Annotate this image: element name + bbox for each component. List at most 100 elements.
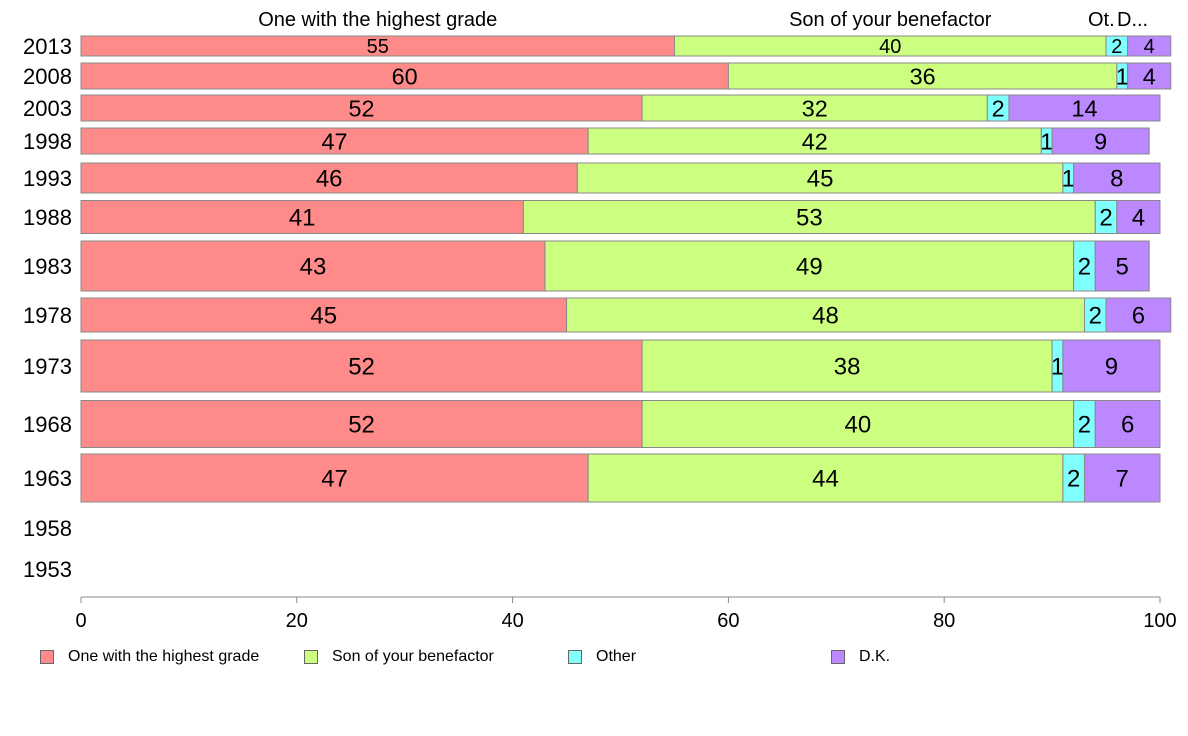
category-labels: 2013 2008 2003 1998 1993 1988 1983 1978 1973 1968… [23, 34, 72, 582]
data-label: 2 [1111, 36, 1122, 58]
bar-segment [80, 162, 578, 194]
data-label: 48 [812, 303, 839, 330]
x-tick-label: 0 [75, 610, 86, 632]
category-label: 1993 [23, 166, 72, 191]
data-label: 2 [1078, 254, 1091, 281]
data-label: 49 [796, 254, 823, 281]
x-tick-label: 100 [1143, 610, 1176, 632]
legend-item-highest-grade: One with the highest grade [40, 648, 259, 666]
legend-item-benefactor: Son of your benefactor [304, 648, 494, 666]
data-label: 8 [1110, 166, 1123, 193]
data-label: 14 [1071, 95, 1097, 121]
bar-segment [576, 162, 1064, 194]
data-label: 43 [300, 254, 327, 281]
bar-segment [1105, 297, 1172, 333]
data-label: 38 [834, 354, 861, 381]
bar-segment [522, 200, 1096, 234]
legend-swatch [568, 650, 582, 664]
data-label: 6 [1132, 303, 1145, 330]
legend-swatch [304, 650, 318, 664]
data-label: 2 [992, 95, 1005, 121]
data-label: 53 [796, 205, 823, 232]
x-tick-label: 20 [286, 610, 308, 632]
data-label: 47 [321, 466, 348, 493]
data-label: 1 [1062, 166, 1075, 193]
bar-segment [1008, 94, 1161, 122]
data-label: 55 [367, 36, 389, 58]
legend-item-dk: D.K. [831, 648, 890, 666]
data-label: 2 [1089, 303, 1102, 330]
data-label: 4 [1143, 63, 1156, 89]
category-label: 1988 [23, 205, 72, 230]
data-label: 32 [802, 95, 828, 121]
category-label: 1983 [23, 254, 72, 279]
data-label: 9 [1094, 128, 1107, 154]
data-label: 1 [1116, 63, 1129, 89]
category-label: 2003 [23, 96, 72, 121]
data-label: 6 [1121, 412, 1134, 439]
category-label: 1998 [23, 129, 72, 154]
bar-segment [1094, 240, 1150, 292]
category-label: 1953 [23, 557, 72, 582]
legend-label: Son of your benefactor [332, 648, 494, 665]
data-label: 40 [879, 36, 901, 58]
x-tick-label: 60 [717, 610, 739, 632]
bar-segment [80, 127, 589, 155]
data-label: 52 [349, 95, 375, 121]
data-label: 2 [1067, 466, 1080, 493]
category-label: 2013 [23, 34, 72, 59]
legend-label: Other [596, 648, 637, 665]
x-axis: 0 20 40 60 80 100 [75, 596, 1177, 632]
legend-swatch [40, 650, 54, 664]
category-label: 1963 [23, 466, 72, 491]
bar-segment [80, 62, 729, 90]
bar-segment [1094, 400, 1161, 448]
bar-segment [641, 400, 1075, 448]
data-label: 5 [1116, 254, 1129, 281]
series-header-label: D... [1117, 9, 1148, 31]
data-label: 47 [322, 128, 348, 154]
legend-item-other: Other [568, 648, 636, 666]
bar-segment [1062, 339, 1161, 393]
series-header-label: Ot. [1088, 9, 1115, 31]
data-label: 41 [289, 205, 316, 232]
data-label: 52 [348, 412, 375, 439]
bar-segment [80, 297, 568, 333]
bar-segment [641, 339, 1053, 393]
data-label: 1 [1040, 128, 1053, 154]
legend-label: One with the highest grade [68, 648, 260, 665]
bar-segment [1116, 200, 1161, 234]
series-header-label: Son of your benefactor [789, 9, 992, 31]
bar-segment [80, 240, 546, 292]
bar-segment [641, 94, 988, 122]
data-label: 45 [310, 303, 337, 330]
bar-segment [80, 200, 524, 234]
legend: One with the highest grade Son of your b… [0, 648, 1188, 672]
data-label: 1 [1051, 354, 1064, 381]
data-label: 4 [1132, 205, 1145, 232]
data-label: 40 [845, 412, 872, 439]
data-label: 7 [1116, 466, 1129, 493]
data-label: 4 [1144, 36, 1155, 58]
data-label: 2 [1099, 205, 1112, 232]
data-label: 9 [1105, 354, 1118, 381]
bar-segment [1127, 62, 1172, 90]
bar-segment [544, 240, 1075, 292]
bar-segment [1127, 35, 1172, 57]
category-label: 1958 [23, 516, 72, 541]
legend-swatch [831, 650, 845, 664]
data-label: 42 [802, 128, 828, 154]
bar-segment [80, 400, 643, 448]
data-label: 44 [812, 466, 839, 493]
x-tick-label: 80 [933, 610, 955, 632]
category-label: 2008 [23, 64, 72, 89]
category-label: 1973 [23, 354, 72, 379]
bar-segment [1073, 162, 1161, 194]
series-header-labels: One with the highest grade Son of your be… [258, 9, 1148, 31]
data-label: 2 [1078, 412, 1091, 439]
bar-segment [1051, 127, 1150, 155]
category-label: 1968 [23, 412, 72, 437]
bar-segment [1083, 453, 1161, 503]
